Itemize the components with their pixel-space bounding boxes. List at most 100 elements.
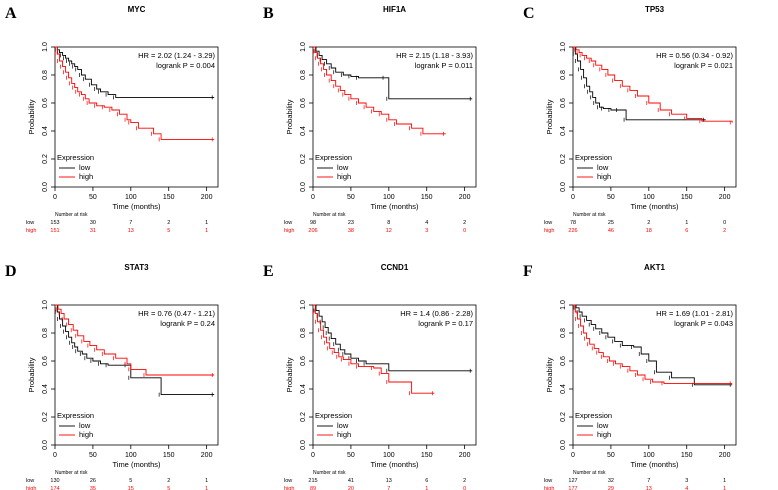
x-tick-label: 150 bbox=[421, 194, 433, 201]
risk-count-low: 7 bbox=[647, 478, 650, 484]
y-tick-label: 1.0 bbox=[560, 42, 567, 52]
risk-count-high: 151 bbox=[50, 228, 59, 234]
y-axis-label: Probability bbox=[27, 99, 36, 134]
risk-count-low: 32 bbox=[608, 478, 614, 484]
x-tick-label: 50 bbox=[607, 452, 615, 459]
logrank-p-text: logrank P = 0.011 bbox=[415, 61, 473, 70]
y-axis-label: Probability bbox=[545, 357, 554, 392]
y-tick-label: 0.6 bbox=[560, 98, 567, 108]
x-axis-label: Time (months) bbox=[630, 202, 679, 211]
legend-label-low: low bbox=[597, 421, 609, 430]
panel-letter: B bbox=[263, 5, 274, 22]
number-at-risk-label: Number at risk bbox=[313, 212, 346, 218]
x-tick-label: 200 bbox=[201, 194, 213, 201]
y-tick-label: 1.0 bbox=[42, 42, 49, 52]
x-tick-label: 150 bbox=[681, 452, 693, 459]
legend-label-high: high bbox=[597, 172, 611, 181]
legend-label-low: low bbox=[597, 163, 609, 172]
risk-count-low: 78 bbox=[570, 220, 576, 226]
risk-count-low: 2 bbox=[463, 220, 466, 226]
x-tick-label: 50 bbox=[347, 452, 355, 459]
risk-count-low: 5 bbox=[129, 478, 132, 484]
x-tick-label: 100 bbox=[125, 194, 137, 201]
risk-count-high: 1 bbox=[205, 486, 208, 490]
risk-count-low: 1 bbox=[685, 220, 688, 226]
x-tick-label: 50 bbox=[607, 194, 615, 201]
y-tick-label: 0.4 bbox=[300, 126, 307, 136]
y-tick-label: 0.6 bbox=[300, 356, 307, 366]
y-tick-label: 0.0 bbox=[42, 182, 49, 192]
number-at-risk-label: Number at risk bbox=[573, 212, 606, 218]
risk-count-high: 177 bbox=[568, 486, 577, 490]
x-tick-label: 100 bbox=[383, 194, 395, 201]
y-tick-label: 0.8 bbox=[300, 328, 307, 338]
number-at-risk-label: Number at risk bbox=[313, 470, 346, 476]
x-axis-label: Time (months) bbox=[112, 202, 161, 211]
x-tick-label: 0 bbox=[571, 452, 575, 459]
x-axis-label: Time (months) bbox=[370, 202, 419, 211]
y-tick-label: 0.8 bbox=[42, 328, 49, 338]
hazard-ratio-text: HR = 0.76 (0.47 - 1.21) bbox=[138, 309, 215, 318]
risk-row-label-high: high bbox=[26, 486, 36, 490]
hazard-ratio-text: HR = 1.4 (0.86 - 2.28) bbox=[400, 309, 473, 318]
y-axis-label: Probability bbox=[285, 357, 294, 392]
km-curve-low bbox=[573, 46, 706, 121]
km-curve-low bbox=[573, 304, 733, 386]
y-tick-label: 1.0 bbox=[42, 300, 49, 310]
risk-count-low: 127 bbox=[568, 478, 577, 484]
x-axis-label: Time (months) bbox=[630, 460, 679, 469]
risk-row-label-high: high bbox=[284, 486, 294, 490]
risk-count-high: 3 bbox=[425, 228, 428, 234]
y-tick-label: 0.6 bbox=[560, 356, 567, 366]
plot-frame bbox=[54, 46, 219, 188]
plot-frame bbox=[572, 46, 737, 188]
y-tick-label: 0.2 bbox=[300, 154, 307, 164]
risk-row-label-high: high bbox=[544, 486, 554, 490]
x-tick-label: 50 bbox=[89, 452, 97, 459]
risk-count-low: 130 bbox=[50, 478, 59, 484]
y-tick-label: 0.8 bbox=[560, 70, 567, 80]
x-tick-label: 100 bbox=[643, 452, 655, 459]
risk-count-high: 89 bbox=[310, 486, 316, 490]
risk-row-label-high: high bbox=[284, 228, 294, 234]
x-tick-label: 100 bbox=[383, 452, 395, 459]
y-tick-label: 0.4 bbox=[42, 126, 49, 136]
logrank-p-text: logrank P = 0.004 bbox=[156, 61, 215, 70]
x-axis-label: Time (months) bbox=[370, 460, 419, 469]
x-tick-label: 150 bbox=[421, 452, 433, 459]
hazard-ratio-text: HR = 2.15 (1.18 - 3.93) bbox=[396, 51, 473, 60]
x-tick-label: 0 bbox=[311, 452, 315, 459]
legend-title: Expression bbox=[57, 411, 94, 420]
risk-count-high: 4 bbox=[685, 486, 688, 490]
risk-count-high: 31 bbox=[90, 228, 96, 234]
risk-count-low: 0 bbox=[723, 220, 726, 226]
risk-count-low: 98 bbox=[310, 220, 316, 226]
km-curve-high bbox=[573, 304, 733, 384]
y-tick-label: 0.2 bbox=[42, 154, 49, 164]
y-tick-label: 0.2 bbox=[42, 412, 49, 422]
plot-frame bbox=[312, 46, 477, 188]
risk-count-low: 13 bbox=[386, 478, 392, 484]
km-curve-high bbox=[313, 304, 435, 394]
x-tick-label: 200 bbox=[719, 452, 731, 459]
legend-label-low: low bbox=[79, 421, 91, 430]
y-tick-label: 0.4 bbox=[300, 384, 307, 394]
legend-label-low: low bbox=[337, 421, 349, 430]
risk-row-label-low: low bbox=[284, 478, 292, 484]
risk-count-high: 0 bbox=[463, 486, 466, 490]
legend-label-high: high bbox=[337, 430, 351, 439]
risk-count-low: 4 bbox=[425, 220, 428, 226]
km-curve-low bbox=[55, 46, 215, 98]
x-tick-label: 200 bbox=[201, 452, 213, 459]
risk-row-label-low: low bbox=[544, 478, 552, 484]
plot-frame bbox=[572, 304, 737, 446]
risk-count-high: 1 bbox=[425, 486, 428, 490]
risk-count-high: 7 bbox=[387, 486, 390, 490]
km-curve-high bbox=[573, 46, 733, 123]
y-tick-label: 0.0 bbox=[560, 440, 567, 450]
x-tick-label: 200 bbox=[719, 194, 731, 201]
chart-title: MYC bbox=[128, 5, 146, 14]
